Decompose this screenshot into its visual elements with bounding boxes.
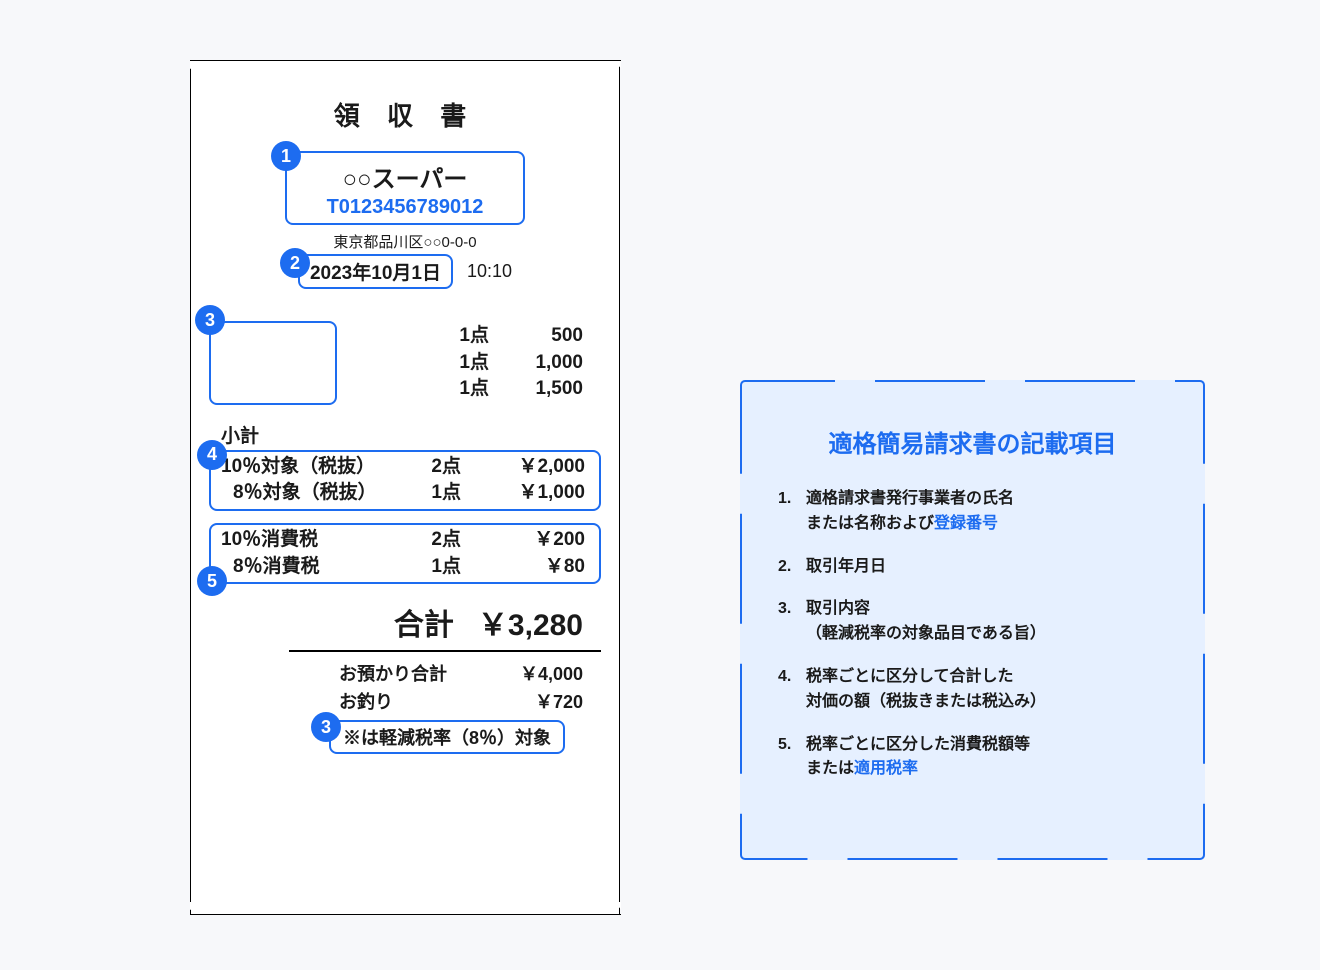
- info-panel-title: 適格簡易請求書の記載項目: [778, 424, 1167, 459]
- badge-2: 2: [280, 248, 310, 278]
- items-area: 3 商品A 1点 500 商品B ※ 1点 1,000 商品C 1点 1,500: [209, 323, 601, 403]
- total-line: 合計 ￥3,280: [289, 596, 601, 652]
- highlight-tax-subtotal: 4 10％対象（税抜） 2点 ￥2,000 8％対象（税抜） 1点 ￥1,000: [209, 450, 601, 511]
- change-amount: ￥720: [481, 688, 601, 714]
- receipt: 領 収 書 1 ○○スーパー T0123456789012 東京都品川区○○0-…: [190, 60, 620, 915]
- highlight-date: 2 2023年10月1日: [298, 254, 453, 289]
- info-list: 1.適格請求書発行事業者の氏名 または名称および登録番号 2.取引年月日 3.取…: [778, 487, 1167, 782]
- info-item: 1.適格請求書発行事業者の氏名 または名称および登録番号: [778, 487, 1167, 537]
- tax-amount: ￥1,000: [461, 480, 599, 507]
- info-num: 3.: [778, 597, 806, 622]
- info-text: 税率ごとに区分して合計した: [806, 668, 1014, 685]
- transaction-date: 2023年10月1日: [310, 263, 441, 284]
- item-amount: 500: [489, 323, 601, 350]
- tax-qty: 2点: [391, 527, 461, 554]
- info-num: 4.: [778, 665, 806, 690]
- info-text: （軽減税率の対象品目である旨）: [778, 622, 1167, 647]
- item-amount: 1,500: [489, 376, 601, 403]
- info-text: 対価の額（税抜きまたは税込み）: [778, 690, 1167, 715]
- info-num: 5.: [778, 733, 806, 758]
- info-text: または: [806, 760, 854, 777]
- tendered-label: お預かり合計: [209, 660, 481, 686]
- info-text-blue: 登録番号: [934, 515, 998, 532]
- tax-label: 8％対象（税抜）: [211, 480, 391, 507]
- change-label: お釣り: [209, 688, 481, 714]
- info-item: 4.税率ごとに区分して合計した 対価の額（税抜きまたは税込み）: [778, 665, 1167, 715]
- badge-5: 5: [197, 566, 227, 596]
- tax-label: 8％消費税: [211, 554, 391, 581]
- item-amount: 1,000: [489, 350, 601, 377]
- receipt-title: 領 収 書: [209, 96, 601, 133]
- info-item: 3.取引内容 （軽減税率の対象品目である旨）: [778, 597, 1167, 647]
- info-num: 2.: [778, 555, 806, 580]
- highlight-note: 3 ※は軽減税率（8％）対象: [329, 720, 565, 754]
- info-text: または名称および: [806, 515, 934, 532]
- badge-3: 3: [195, 305, 225, 335]
- tax-qty: 2点: [391, 454, 461, 481]
- tax-row: 10％対象（税抜） 2点 ￥2,000: [211, 454, 599, 481]
- store-address: 東京都品川区○○0-0-0: [209, 231, 601, 252]
- item-qty: 1点: [409, 323, 489, 350]
- tendered-row: お預かり合計 ￥4,000: [209, 660, 601, 686]
- tax-label: 10％対象（税抜）: [211, 454, 391, 481]
- info-text: 取引年月日: [806, 558, 886, 575]
- info-panel: 適格簡易請求書の記載項目 1.適格請求書発行事業者の氏名 または名称および登録番…: [740, 380, 1205, 860]
- tax-amount: ￥200: [461, 527, 599, 554]
- tax-qty: 1点: [391, 480, 461, 507]
- tax-row: 8％対象（税抜） 1点 ￥1,000: [211, 480, 599, 507]
- highlight-tax-amount: 5 10％消費税 2点 ￥200 8％消費税 1点 ￥80: [209, 523, 601, 584]
- tax-amount: ￥80: [461, 554, 599, 581]
- item-qty: 1点: [409, 376, 489, 403]
- item-qty: 1点: [409, 350, 489, 377]
- info-num: 1.: [778, 487, 806, 512]
- highlight-store: 1 ○○スーパー T0123456789012: [285, 151, 525, 225]
- info-text: 取引内容: [806, 600, 870, 617]
- badge-4: 4: [197, 440, 227, 470]
- badge-3-lower: 3: [311, 712, 341, 742]
- registration-number: T0123456789012: [301, 196, 509, 219]
- info-item: 2.取引年月日: [778, 555, 1167, 580]
- subtotal-label: 小計: [221, 421, 601, 448]
- tax-row: 8％消費税 1点 ￥80: [211, 554, 599, 581]
- store-name: ○○スーパー: [301, 159, 509, 194]
- date-line: 2 2023年10月1日 10:10: [209, 254, 601, 289]
- transaction-time: 10:10: [467, 261, 512, 282]
- badge-1: 1: [271, 141, 301, 171]
- info-text-blue: 適用税率: [854, 760, 918, 777]
- change-row: お釣り ￥720: [209, 688, 601, 714]
- highlight-items: [209, 321, 337, 405]
- total-label: 合計: [394, 600, 454, 644]
- tendered-amount: ￥4,000: [481, 660, 601, 686]
- info-text: 適格請求書発行事業者の氏名: [806, 490, 1014, 507]
- tax-qty: 1点: [391, 554, 461, 581]
- tax-label: 10％消費税: [211, 527, 391, 554]
- tax-amount: ￥2,000: [461, 454, 599, 481]
- info-text: 税率ごとに区分した消費税額等: [806, 736, 1030, 753]
- tax-row: 10％消費税 2点 ￥200: [211, 527, 599, 554]
- info-item: 5.税率ごとに区分した消費税額等 または適用税率: [778, 733, 1167, 783]
- reduced-tax-note: ※は軽減税率（8％）対象: [343, 728, 551, 748]
- total-amount: ￥3,280: [478, 600, 583, 644]
